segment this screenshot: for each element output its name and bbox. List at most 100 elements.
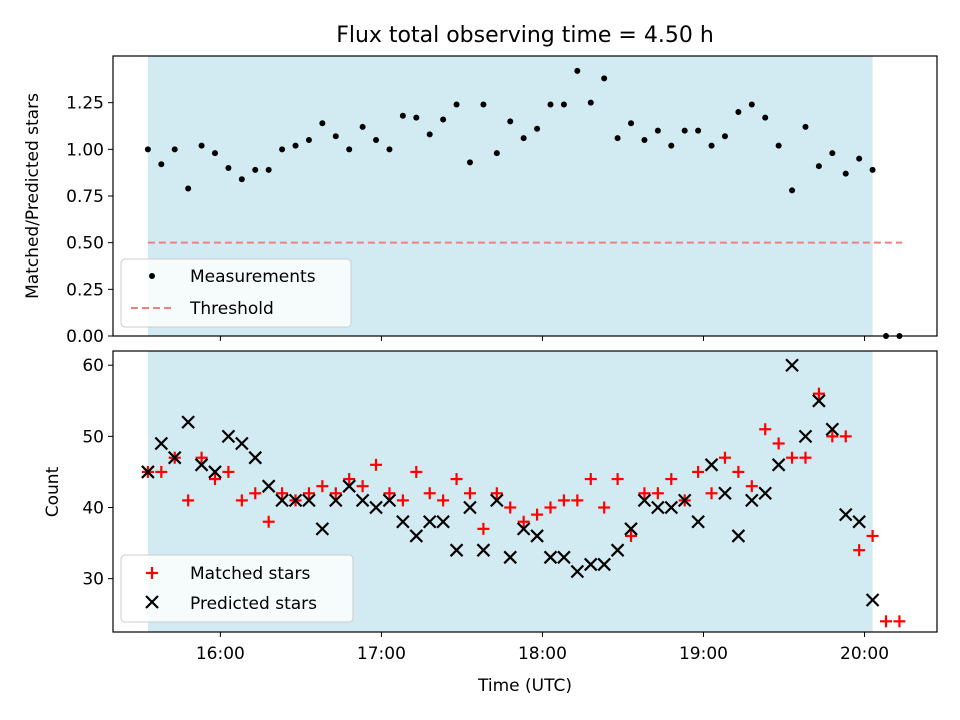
- predicted-star-marker: [543, 550, 558, 565]
- matched-star-marker: [517, 515, 530, 528]
- measurement-point: [466, 159, 473, 166]
- matched-star-marker: [235, 494, 248, 507]
- matched-star-marker: [826, 430, 839, 443]
- top-legend: Measurements Threshold: [120, 258, 352, 328]
- measurement-point: [346, 146, 353, 153]
- measurement-point: [279, 146, 286, 153]
- measurement-point: [748, 101, 755, 108]
- measurement-point: [413, 114, 420, 121]
- top-x-ticks: [219, 336, 866, 341]
- top-legend-box: [120, 258, 352, 328]
- matched-star-marker: [598, 501, 611, 514]
- predicted-star-marker: [261, 479, 276, 493]
- matched-star-marker: [584, 473, 597, 486]
- predicted-star-marker: [208, 465, 222, 479]
- predicted-star-marker: [838, 507, 853, 522]
- matched-star-marker: [786, 451, 799, 464]
- matched-star-marker: [356, 480, 369, 493]
- top-y-tick-label: 1.25: [66, 94, 104, 114]
- measurement-point: [842, 170, 849, 177]
- predicted-star-marker: [328, 493, 343, 508]
- measurement-point: [587, 99, 594, 106]
- measurement-point: [628, 120, 635, 127]
- top-y-tick-label: 1.00: [66, 140, 104, 160]
- measurement-point: [534, 125, 541, 132]
- bottom-panel: 30 40 50 60 16:00 17:00 18:00 19:00 20:00 Count…: [43, 350, 938, 696]
- measurement-point: [721, 133, 728, 140]
- matched-star-marker: [302, 487, 315, 500]
- top-panel: 0.00 0.25 0.50 0.75 1.00 1.25 Flux total obse…: [23, 23, 938, 347]
- matched-star-marker: [853, 544, 866, 557]
- measurement-point: [144, 146, 151, 153]
- measurement-point: [574, 67, 581, 74]
- measurement-point: [520, 135, 527, 142]
- measurement-point: [252, 166, 259, 173]
- x-tick-label: 20:00: [840, 644, 889, 664]
- measurement-point: [185, 185, 192, 192]
- matched-star-marker: [249, 487, 262, 500]
- measurement-point: [292, 142, 299, 149]
- predicted-star-marker: [785, 358, 799, 373]
- predicted-star-marker: [248, 450, 263, 465]
- predicted-star-marker: [342, 479, 356, 493]
- matched-star-marker: [812, 387, 825, 400]
- bottom-y-tick-label: 50: [82, 427, 104, 447]
- measurement-point: [426, 131, 433, 138]
- legend-threshold-label: Threshold: [189, 299, 274, 319]
- matched-star-marker: [423, 487, 436, 500]
- measurement-point: [614, 135, 621, 142]
- measurement-point: [225, 165, 232, 171]
- predicted-star-marker: [624, 522, 638, 536]
- top-y-axis-label: Matched/Predicted stars: [23, 93, 43, 299]
- measurement-point: [641, 137, 648, 143]
- bottom-legend-box: [120, 554, 354, 623]
- measurement-points: [144, 67, 903, 339]
- measurement-point: [332, 133, 339, 140]
- x-tick-label: 17:00: [357, 644, 406, 664]
- measurement-point: [359, 123, 366, 130]
- measurement-point: [453, 101, 460, 108]
- measurement-point: [802, 123, 809, 130]
- matched-star-marker: [383, 487, 396, 500]
- bottom-x-ticks: 16:00 17:00 18:00 19:00 20:00: [196, 632, 889, 664]
- top-y-ticks: 0.00 0.25 0.50 0.75 1.00 1.25: [66, 94, 113, 347]
- top-y-tick-label: 0.75: [66, 187, 104, 207]
- matched-star-marker: [866, 529, 879, 542]
- predicted-star-marker: [691, 514, 705, 529]
- predicted-star-marker: [583, 557, 598, 572]
- top-y-tick-label: 0.50: [66, 234, 104, 254]
- matched-star-marker: [182, 494, 195, 507]
- x-tick-label: 19:00: [679, 644, 728, 664]
- matched-star-marker: [772, 437, 785, 450]
- measurement-point: [829, 150, 836, 157]
- bottom-y-ticks: 30 40 50 60: [82, 356, 113, 590]
- predicted-star-marker: [396, 514, 410, 529]
- matched-star-marker: [437, 494, 450, 507]
- predicted-star-marker: [181, 415, 195, 429]
- predicted-star-marker: [597, 557, 611, 572]
- matched-star-marker: [208, 473, 221, 486]
- matched-star-marker: [880, 615, 893, 628]
- matched-star-marker: [370, 458, 383, 471]
- predicted-star-marker: [637, 493, 652, 508]
- predicted-star-marker: [436, 514, 450, 529]
- measurement-point: [265, 166, 272, 173]
- predicted-star-marker: [194, 458, 209, 472]
- legend-predicted-marker: [145, 595, 159, 609]
- matched-star-marker: [316, 480, 329, 493]
- matched-star-marker: [262, 515, 275, 528]
- measurement-point: [735, 109, 742, 115]
- measurement-point: [198, 142, 205, 149]
- predicted-star-marker: [610, 543, 625, 557]
- bottom-axes-frame: [112, 350, 938, 633]
- predicted-star-marker: [530, 529, 544, 543]
- matched-star-marker: [477, 522, 490, 535]
- measurement-point: [493, 150, 500, 157]
- measurement-point: [319, 120, 326, 127]
- predicted-star-marker: [865, 593, 880, 607]
- bottom-legend: Matched stars Predicted stars: [120, 554, 354, 623]
- top-y-tick-label: 0.00: [66, 327, 104, 347]
- matched-star-marker: [329, 487, 342, 500]
- predicted-star-marker: [235, 436, 249, 451]
- measurement-point: [601, 75, 608, 82]
